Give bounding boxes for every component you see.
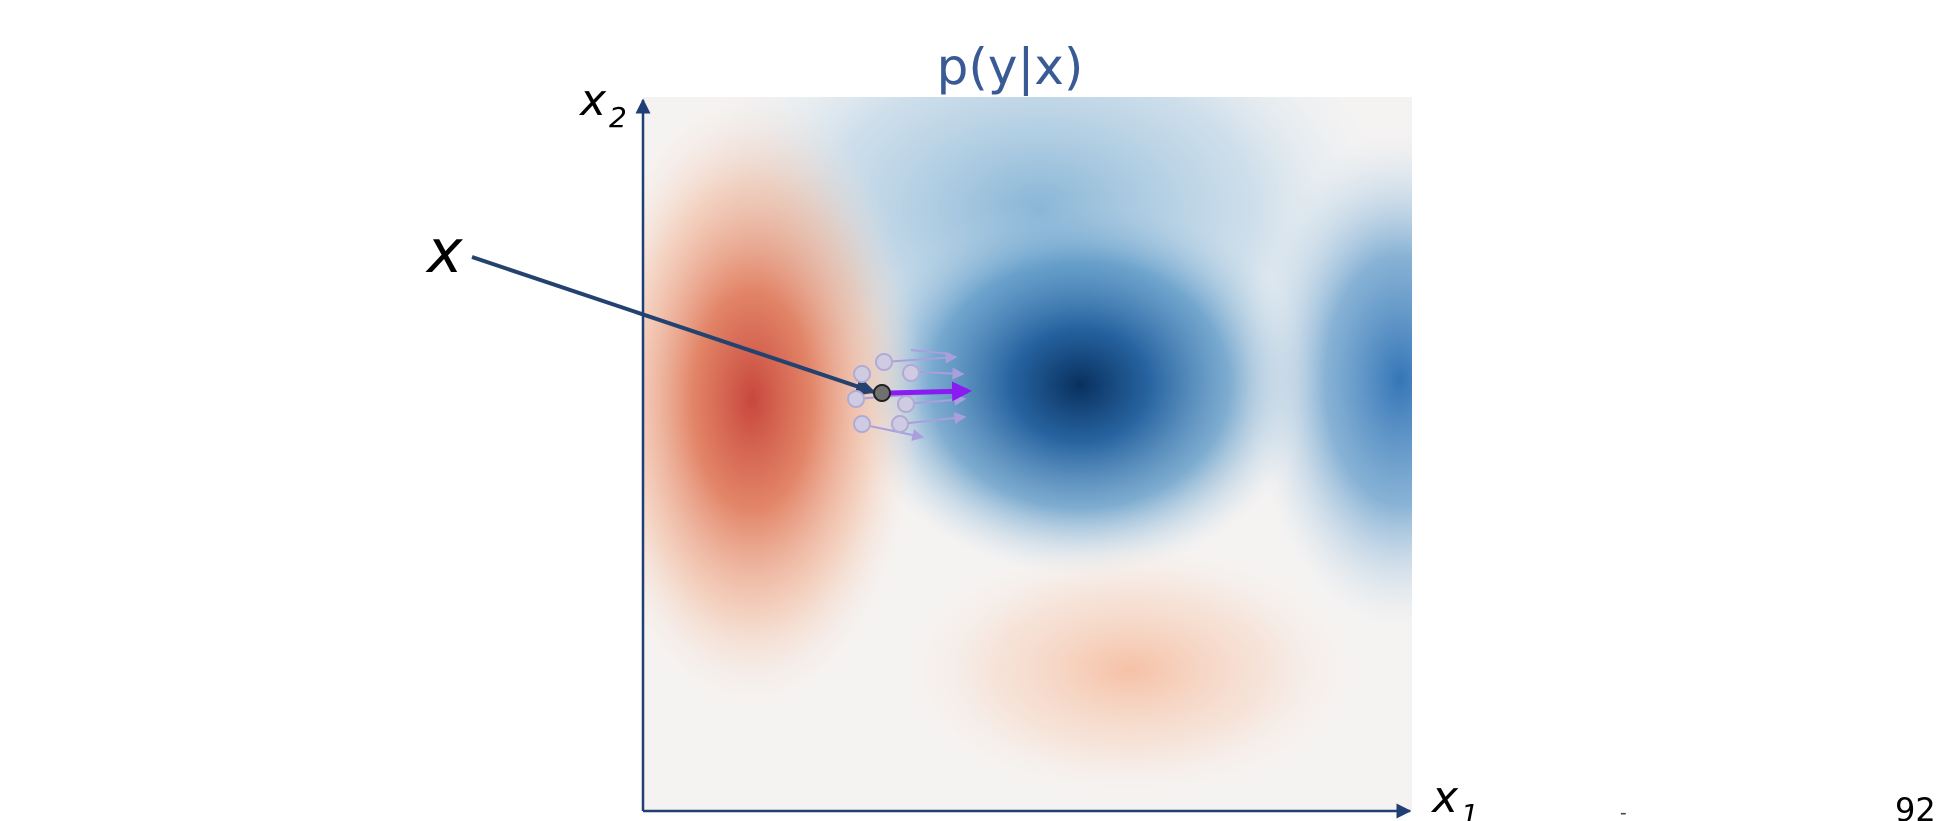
chart-title: p(y|x) <box>937 38 1084 96</box>
perturbed-point <box>897 395 915 413</box>
footer-dash: - <box>1620 802 1627 821</box>
page-number: 92 <box>1895 791 1936 821</box>
input-point <box>873 384 891 402</box>
arrow-icon <box>471 255 876 396</box>
perturbed-point <box>891 415 909 433</box>
axes <box>635 98 1412 819</box>
perturbed-point <box>902 364 920 382</box>
perturbed-point <box>853 415 871 433</box>
perturbed-point <box>875 353 893 371</box>
perturbed-samples <box>847 349 967 441</box>
gradient-arrow <box>887 381 972 402</box>
perturbed-point <box>847 390 865 408</box>
probability-heatmap <box>643 97 1412 811</box>
point-label: x <box>425 217 463 287</box>
perturbed-point <box>853 365 871 383</box>
